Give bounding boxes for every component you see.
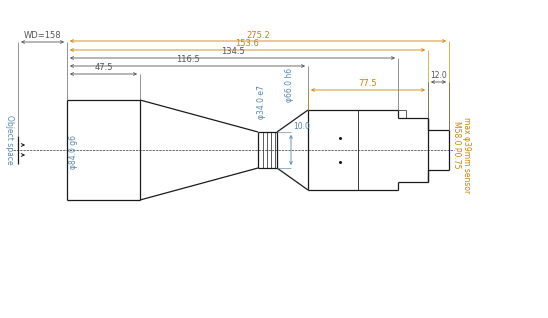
Text: φ34.0 e7: φ34.0 e7: [256, 85, 265, 119]
Text: 12.0: 12.0: [430, 72, 447, 80]
Text: M58.0 P0.75: M58.0 P0.75: [453, 121, 461, 169]
Text: 10.0: 10.0: [293, 122, 310, 131]
Text: 275.2: 275.2: [246, 31, 270, 39]
Text: φ84.0 g6: φ84.0 g6: [70, 135, 78, 169]
Text: 116.5: 116.5: [175, 56, 199, 65]
Text: 47.5: 47.5: [94, 64, 113, 73]
Text: 134.5: 134.5: [221, 47, 244, 57]
Text: 153.6: 153.6: [236, 39, 259, 49]
Text: WD=158: WD=158: [24, 31, 61, 40]
Text: φ66.0 h6: φ66.0 h6: [286, 68, 294, 102]
Text: 77.5: 77.5: [359, 80, 378, 88]
Text: Object space: Object space: [4, 115, 14, 165]
Text: max φ39mm sensor: max φ39mm sensor: [463, 117, 471, 193]
